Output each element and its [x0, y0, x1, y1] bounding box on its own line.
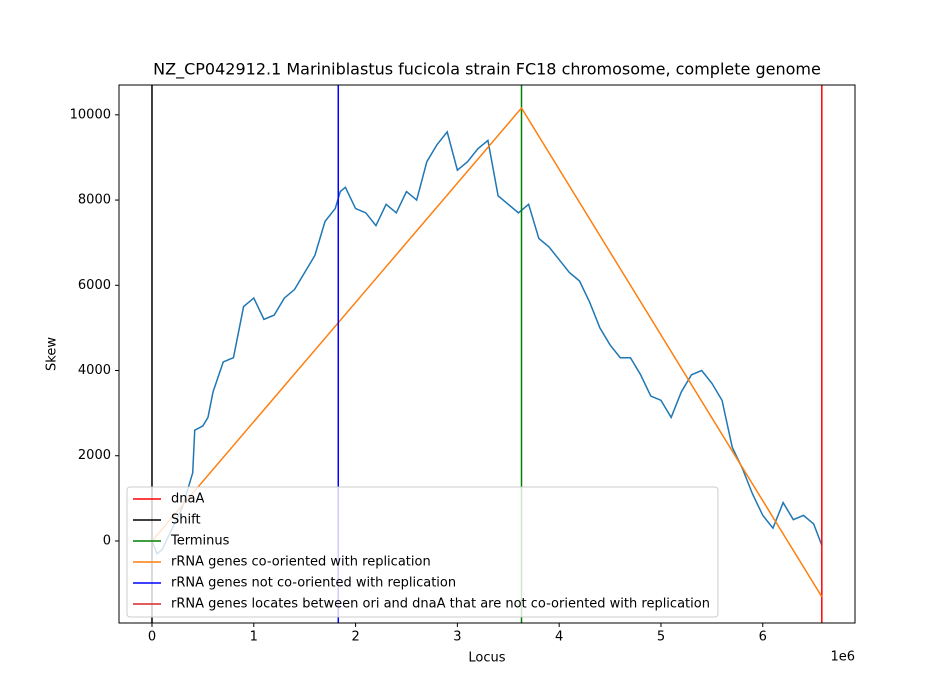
x-tick-label: 2	[351, 630, 359, 645]
y-tick-label: 4000	[78, 363, 111, 378]
legend-label: Terminus	[170, 534, 230, 549]
legend-label: rRNA genes co-oriented with replication	[171, 555, 431, 570]
chart-title: NZ_CP042912.1 Mariniblastus fucicola str…	[153, 60, 821, 80]
y-tick-label: 0	[103, 533, 111, 548]
x-tick-label: 4	[555, 630, 563, 645]
legend-box	[126, 486, 719, 618]
x-tick-label: 0	[148, 630, 156, 645]
series-line	[151, 106, 823, 598]
legend-label: dnaA	[171, 492, 204, 507]
x-tick-label: 1	[250, 630, 258, 645]
x-offset-label: 1e6	[830, 650, 855, 665]
legend: dnaA Shift Terminus rRNA genes co-oriented …	[126, 486, 719, 618]
x-tick-label: 3	[453, 630, 461, 645]
y-tick-label: 2000	[78, 448, 111, 463]
y-tick-label: 8000	[78, 193, 111, 208]
y-axis-label: Skew	[45, 337, 60, 371]
x-tick-label: 6	[759, 630, 767, 645]
y-tick-label: 10000	[70, 107, 111, 122]
series-line	[151, 130, 823, 555]
y-tick-label: 6000	[78, 278, 111, 293]
plot-frame	[118, 84, 856, 624]
legend-label: rRNA genes not co-oriented with replicat…	[171, 576, 456, 591]
legend-label: Shift	[171, 513, 201, 528]
legend-label: rRNA genes locates between ori and dnaA …	[171, 597, 710, 612]
x-axis-label: Locus	[468, 651, 505, 666]
x-tick-label: 5	[657, 630, 665, 645]
